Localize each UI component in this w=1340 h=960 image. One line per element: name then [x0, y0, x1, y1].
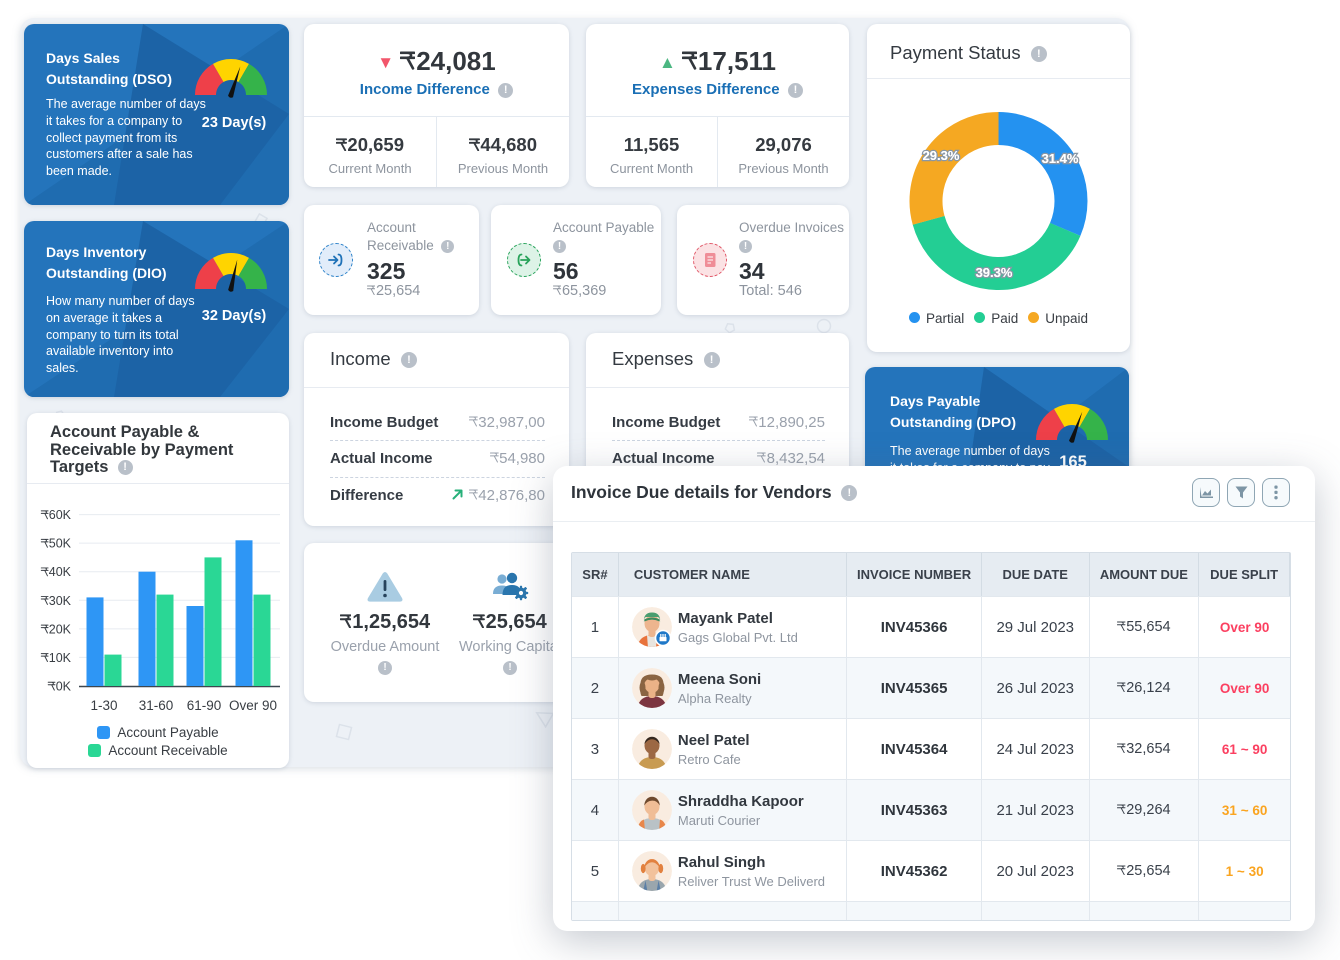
svg-text:20K: 20K: [49, 622, 72, 636]
svg-text:30K: 30K: [49, 594, 72, 608]
svg-text:31.4%: 31.4%: [1042, 151, 1079, 166]
svg-text:39.3%: 39.3%: [976, 265, 1013, 280]
svg-text:10K: 10K: [49, 651, 72, 665]
svg-text:31.4%: 31.4%: [1042, 151, 1079, 166]
svg-text:1-30: 1-30: [90, 698, 117, 713]
svg-text:29.3%: 29.3%: [923, 148, 960, 163]
svg-text:31-60: 31-60: [139, 698, 174, 713]
svg-text:Over 90: Over 90: [229, 698, 277, 713]
svg-text:61-90: 61-90: [187, 698, 222, 713]
svg-text:40K: 40K: [49, 565, 72, 579]
svg-text:0K: 0K: [56, 680, 72, 694]
svg-text:60K: 60K: [49, 508, 72, 522]
svg-text:39.3%: 39.3%: [976, 265, 1013, 280]
svg-text:50K: 50K: [49, 537, 72, 551]
svg-text:29.3%: 29.3%: [923, 148, 960, 163]
